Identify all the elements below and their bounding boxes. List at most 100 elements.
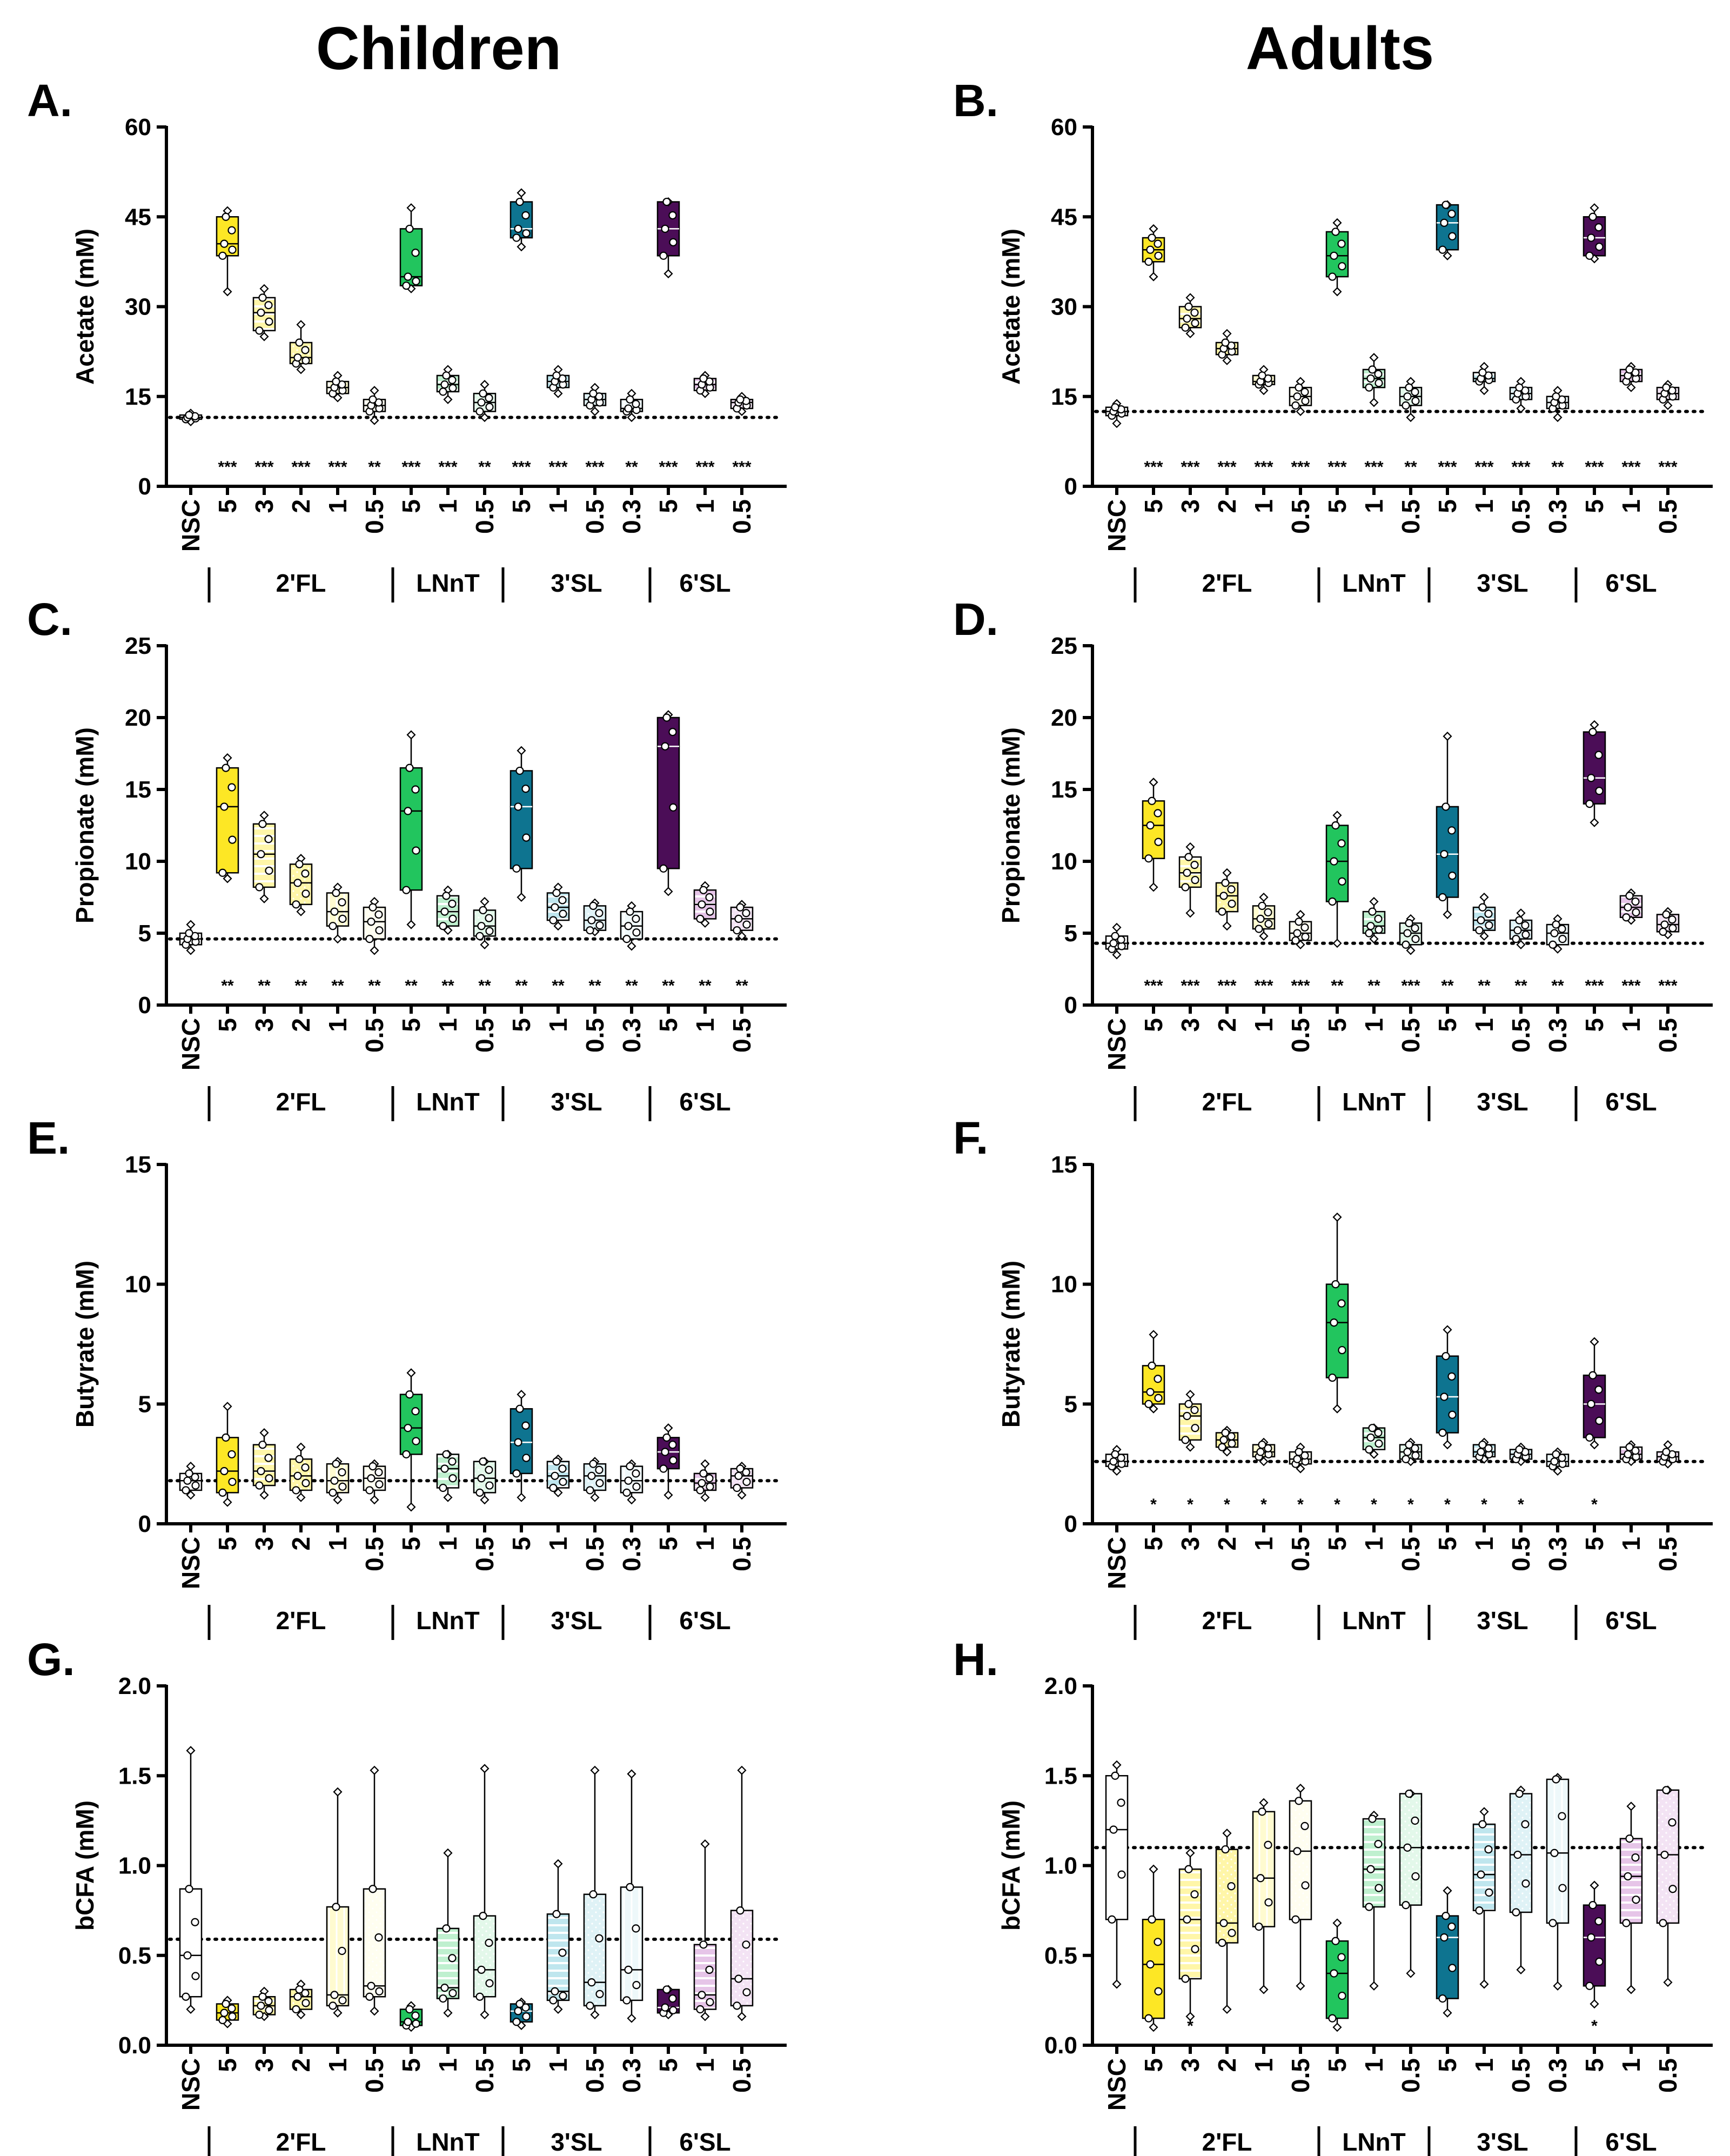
replicate-point: [264, 1997, 273, 2006]
replicate-point: [1148, 1361, 1156, 1370]
replicate-point: [402, 282, 411, 290]
replicate-point: [1477, 1448, 1485, 1456]
box-sample: [363, 1765, 386, 2016]
significance-marker: ***: [1254, 458, 1273, 476]
box-sample: [730, 1462, 754, 1500]
max-marker: [1185, 1848, 1195, 1858]
group-label: 2'FL: [1202, 1606, 1252, 1635]
replicate-point: [1595, 1416, 1604, 1425]
replicate-point: [1181, 1974, 1190, 1983]
x-tick-label: 2: [1213, 2058, 1241, 2072]
y-tick-label: 5: [1064, 1391, 1077, 1417]
box-sample: [399, 2001, 423, 2032]
replicate-point: [257, 308, 265, 317]
significance-marker: ***: [1511, 458, 1530, 476]
replicate-point: [662, 197, 671, 206]
replicate-point: [1366, 374, 1375, 383]
replicate-point: [1448, 1964, 1457, 1972]
significance-marker: ***: [1327, 458, 1346, 476]
min-marker: [663, 887, 673, 896]
replicate-point: [521, 2003, 530, 2012]
x-tick-label: 0.5: [1507, 2058, 1535, 2093]
replicate-point: [699, 1940, 708, 1949]
box-sample: **: [1472, 892, 1496, 995]
box-sample: [1252, 1798, 1276, 1994]
replicate-point: [332, 1459, 340, 1468]
panel-letter: F.: [953, 1113, 988, 1163]
box-sample: **: [1325, 811, 1349, 995]
replicate-point: [1181, 883, 1190, 892]
box-iqr: [1362, 1818, 1386, 1908]
replicate-point: [1328, 272, 1337, 281]
box-sample: [1509, 1785, 1533, 1974]
replicate-point: [255, 2010, 264, 2019]
box-sample: *: [1215, 1425, 1239, 1514]
replicate-point: [479, 906, 487, 915]
y-tick-label: 0: [1064, 992, 1077, 1019]
replicate-point: [1183, 314, 1191, 323]
replicate-point: [1111, 932, 1119, 940]
x-tick-label: 5: [1323, 499, 1351, 513]
min-marker: [186, 1490, 196, 1500]
box-iqr: [1178, 1868, 1202, 1980]
replicate-point: [1191, 875, 1199, 885]
x-tick-label: 0.5: [728, 1018, 756, 1053]
box-sample: [620, 1769, 643, 2023]
min-marker: [370, 946, 379, 955]
replicate-point: [589, 1890, 598, 1899]
x-tick-label: 5: [397, 1018, 425, 1032]
y-tick-label: 25: [125, 633, 151, 659]
replicate-point: [1624, 1450, 1632, 1459]
replicate-point: [1191, 1945, 1199, 1953]
box-sample: ***: [1142, 224, 1165, 476]
min-marker: [663, 1490, 673, 1500]
box-sample: [693, 1839, 717, 2021]
replicate-point: [439, 1483, 447, 1492]
box-sample: [473, 1764, 497, 2020]
group-label: LNnT: [416, 2128, 480, 2156]
replicate-point: [1405, 1789, 1413, 1798]
box-sample: ***: [509, 188, 533, 476]
x-tick-label: 5: [1580, 1537, 1608, 1551]
replicate-point: [1154, 1394, 1163, 1402]
replicate-point: [191, 1918, 199, 1926]
group-label: 3'SL: [1477, 2128, 1528, 2156]
replicate-point: [659, 251, 668, 260]
replicate-point: [1365, 1445, 1373, 1454]
replicate-point: [328, 1488, 337, 1497]
replicate-point: [293, 1992, 302, 2001]
replicate-point: [264, 301, 273, 310]
replicate-point: [624, 1476, 633, 1485]
min-marker: [1443, 909, 1452, 919]
replicate-point: [264, 835, 273, 843]
replicate-point: [1264, 920, 1273, 928]
replicate-point: [405, 1390, 414, 1399]
x-tick-label: 3: [250, 499, 278, 513]
box-sample: ***: [1289, 909, 1312, 995]
panel-letter: E.: [27, 1113, 70, 1163]
box-nsc: [179, 409, 203, 426]
box-sample: *: [1472, 1437, 1496, 1514]
replicate-point: [1227, 1882, 1236, 1891]
significance-marker: ***: [512, 458, 531, 476]
replicate-point: [439, 1994, 447, 2003]
replicate-point: [559, 1991, 567, 2000]
replicate-point: [1111, 403, 1119, 412]
x-tick-label: 1: [1250, 1018, 1278, 1032]
replicate-point: [220, 2008, 229, 2017]
min-marker: [1626, 1985, 1636, 1994]
replicate-point: [514, 224, 522, 233]
box-sample: [583, 1765, 607, 2020]
box-sample: ***: [656, 197, 680, 476]
replicate-point: [1221, 1845, 1230, 1854]
replicate-point: [668, 727, 677, 736]
replicate-point: [1183, 1915, 1191, 1924]
replicate-point: [1484, 1444, 1493, 1452]
min-marker: [1222, 2004, 1232, 2014]
box-sample: [1142, 1864, 1165, 2032]
replicate-point: [698, 900, 706, 909]
replicate-point: [227, 226, 236, 235]
min-marker: [1222, 1447, 1232, 1457]
box-sample: **: [436, 885, 460, 995]
